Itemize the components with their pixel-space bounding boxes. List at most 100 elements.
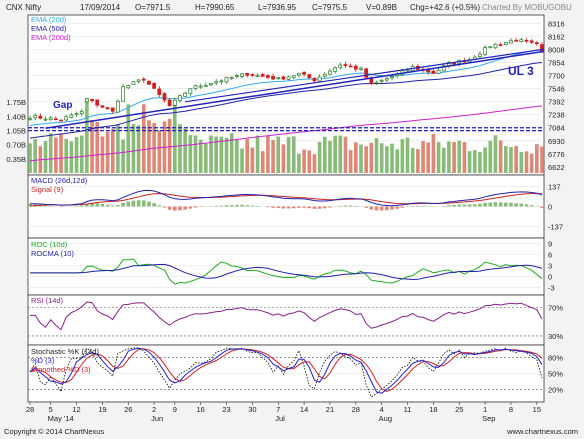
volume-bar xyxy=(59,133,63,173)
macd-hist-bar xyxy=(79,205,84,207)
candle xyxy=(307,73,312,79)
candle xyxy=(281,75,286,81)
macd-hist-bar xyxy=(462,204,467,207)
macd-hist-bar xyxy=(364,206,368,208)
price-tick-label: 8316 xyxy=(548,19,565,28)
panel-tick-label: 0 xyxy=(548,273,552,282)
price-tick-label: 8008 xyxy=(548,45,565,54)
macd-hist-bar xyxy=(43,205,48,207)
macd-hist-bar xyxy=(348,205,353,207)
candle xyxy=(302,71,307,77)
macd-hist-bar xyxy=(457,204,462,207)
volume-bar xyxy=(529,153,534,173)
volume-bar xyxy=(198,139,203,173)
volume-bar xyxy=(379,143,384,173)
macd-hist-bar xyxy=(240,204,244,207)
x-tick-label: 7 xyxy=(276,405,280,414)
macd-hist-bar xyxy=(307,206,312,209)
x-tick-label: 16 xyxy=(196,405,204,414)
volume-bar xyxy=(385,146,389,173)
volume-bar xyxy=(400,139,405,173)
header-change: Chg=+42.6 (+0.5%) xyxy=(410,3,480,12)
annotation-ul3: UL 3 xyxy=(508,64,534,78)
macd-hist-bar xyxy=(338,205,343,207)
volume-bar xyxy=(503,146,508,173)
macd-hist-bar xyxy=(90,202,94,207)
volume-bar xyxy=(79,135,84,173)
x-tick-label: 23 xyxy=(222,405,230,414)
header-charted-by: Charted By MOBUGOBU xyxy=(482,3,572,12)
candle xyxy=(33,113,38,121)
volume-tick-label: 1.40B xyxy=(6,112,26,121)
macd-hist-bar xyxy=(421,205,425,207)
price-tick-label: 7546 xyxy=(548,85,565,94)
macd-hist-bar xyxy=(188,206,193,209)
macd-hist-bar xyxy=(529,205,534,207)
price-tick-label: 7084 xyxy=(548,124,565,133)
panel-tick-label: 9 xyxy=(548,240,552,249)
volume-bar xyxy=(121,139,125,173)
x-tick-label: 26 xyxy=(124,405,132,414)
volume-bar xyxy=(172,105,177,173)
candle xyxy=(178,94,182,103)
macd-hist-bar xyxy=(95,203,100,207)
volume-bar xyxy=(271,140,275,173)
x-tick-label: 4 xyxy=(380,405,384,414)
volume-bar xyxy=(193,135,198,173)
legend-roc: ROC (10d) xyxy=(31,240,68,249)
volume-bar xyxy=(535,144,539,173)
panel-tick-label: 80% xyxy=(548,354,563,363)
volume-bar xyxy=(229,133,234,173)
month-label: Aug xyxy=(379,414,392,423)
trend-line-upper xyxy=(185,48,545,103)
candle xyxy=(198,83,203,89)
macd-hist-bar xyxy=(416,205,420,207)
legend-stoch-k: Stochastic %K (14d) xyxy=(31,347,99,356)
volume-bar xyxy=(369,142,374,173)
candle xyxy=(105,107,110,110)
macd-hist-bar xyxy=(214,205,218,207)
volume-bar xyxy=(410,148,415,173)
candle xyxy=(172,97,177,107)
candle xyxy=(110,107,115,114)
candle xyxy=(229,76,234,81)
volume-bar xyxy=(338,135,343,173)
volume-bar xyxy=(188,135,193,173)
macd-hist-bar xyxy=(385,206,389,211)
candle xyxy=(136,79,141,84)
volume-bar xyxy=(472,150,477,173)
macd-hist-bar xyxy=(147,201,151,207)
macd-hist-bar xyxy=(312,206,317,209)
candle xyxy=(260,72,265,77)
candle xyxy=(488,45,493,49)
price-tick-label: 7854 xyxy=(548,58,565,67)
macd-hist-bar xyxy=(28,203,32,207)
macd-hist-bar xyxy=(493,202,498,207)
macd-hist-bar xyxy=(219,205,224,207)
volume-bar xyxy=(28,143,32,173)
volume-bar xyxy=(224,137,229,173)
macd-panel: 137 0 -137 MACD (26d,12d) Signal (9) xyxy=(27,174,563,239)
candle xyxy=(353,64,358,72)
candle xyxy=(317,74,322,82)
volume-bar xyxy=(33,139,37,173)
volume-bar xyxy=(519,151,524,173)
header-open: O=7971.5 xyxy=(135,3,171,12)
volume-bar xyxy=(498,140,503,173)
volume-bar xyxy=(509,147,513,173)
volume-bar xyxy=(64,138,69,173)
candle xyxy=(203,82,208,87)
macd-hist-bar xyxy=(167,206,172,210)
candle xyxy=(219,79,224,85)
candle xyxy=(69,113,74,119)
macd-hist-bar xyxy=(322,206,327,209)
x-tick-label: 18 xyxy=(429,405,437,414)
x-tick-label: 11 xyxy=(404,405,412,414)
stoch-smoothed-d-line xyxy=(29,348,543,393)
ema200-line xyxy=(29,105,543,162)
volume-bar xyxy=(364,146,368,173)
candle xyxy=(214,78,219,86)
macd-hist-bar xyxy=(317,206,322,209)
macd-hist-bar xyxy=(250,205,255,207)
